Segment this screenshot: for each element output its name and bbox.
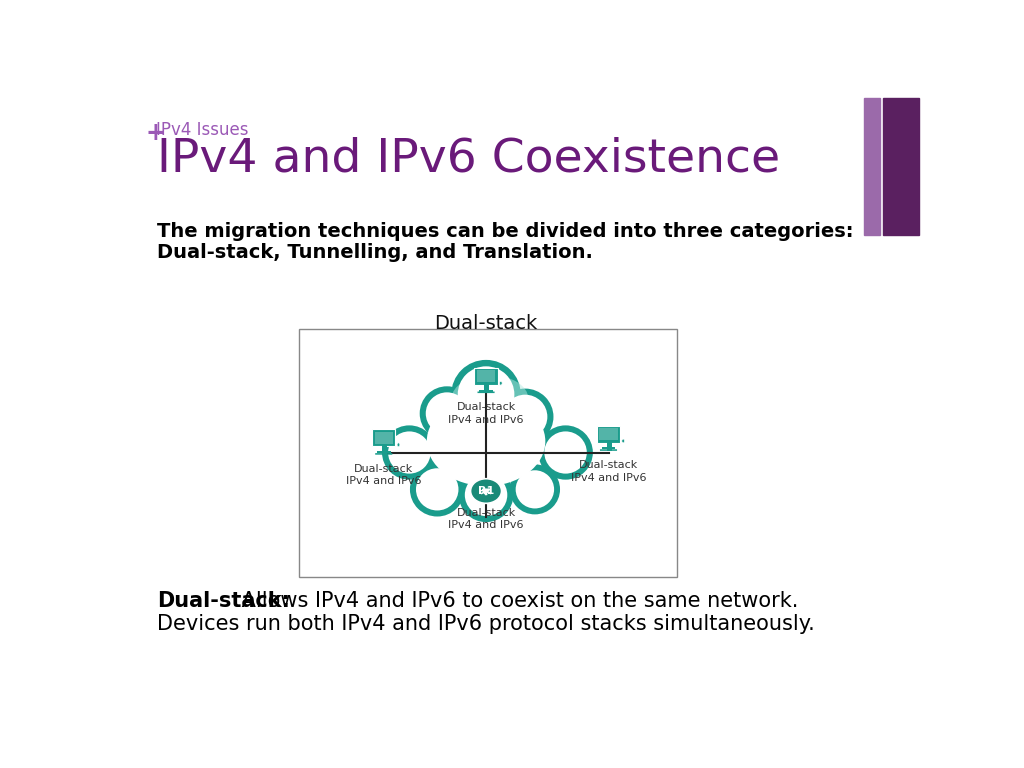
Ellipse shape [452,376,528,422]
Circle shape [388,432,430,474]
Text: Dual-stack
IPv4 and IPv6: Dual-stack IPv4 and IPv6 [570,460,646,482]
Bar [372,429,395,446]
Circle shape [502,393,549,440]
Bar [599,428,617,440]
Text: Dual-stack: Dual-stack [434,314,538,333]
FancyBboxPatch shape [375,453,392,455]
Circle shape [425,391,469,435]
Text: Dual-stack
IPv4 and IPv6: Dual-stack IPv4 and IPv6 [346,464,422,486]
Circle shape [543,430,588,475]
Bar [474,368,498,385]
Text: IPv4 Issues: IPv4 Issues [156,121,249,140]
Bar [477,370,496,382]
Ellipse shape [423,394,549,488]
Circle shape [516,470,554,508]
Bar [601,448,615,449]
Ellipse shape [471,478,502,503]
Circle shape [515,469,555,509]
Circle shape [415,467,460,511]
Circle shape [545,432,587,474]
Text: R1: R1 [478,486,495,496]
Circle shape [464,472,509,517]
Circle shape [426,392,468,435]
Bar [883,98,919,235]
Bar [375,432,393,444]
Circle shape [465,474,507,516]
Circle shape [387,430,432,475]
Text: Dual-stack:: Dual-stack: [158,591,291,611]
FancyBboxPatch shape [600,449,617,451]
Ellipse shape [500,381,502,385]
Circle shape [458,366,514,422]
Circle shape [416,468,459,511]
Text: Devices run both IPv4 and IPv6 protocol stacks simultaneously.: Devices run both IPv4 and IPv6 protocol … [158,614,815,634]
FancyBboxPatch shape [477,392,495,393]
Text: The migration techniques can be divided into three categories:: The migration techniques can be divided … [158,221,854,240]
Circle shape [503,395,548,439]
Bar [479,389,493,392]
Text: +: + [145,121,165,145]
Text: Dual-stack, Tunnelling, and Translation.: Dual-stack, Tunnelling, and Translation. [158,243,593,262]
Text: Allows IPv4 and IPv6 to coexist on the same network.: Allows IPv4 and IPv6 to coexist on the s… [234,591,799,611]
Ellipse shape [397,443,399,447]
Text: Dual-stack
IPv4 and IPv6: Dual-stack IPv4 and IPv6 [449,508,524,531]
Circle shape [456,365,516,424]
Text: Dual-stack
IPv4 and IPv6: Dual-stack IPv4 and IPv6 [449,402,524,425]
Ellipse shape [622,439,625,443]
Bar [377,452,391,453]
Bar [299,329,677,578]
Text: IPv4 and IPv6 Coexistence: IPv4 and IPv6 Coexistence [158,137,780,182]
Bar [864,98,880,235]
Ellipse shape [427,397,546,486]
Bar [597,425,621,442]
